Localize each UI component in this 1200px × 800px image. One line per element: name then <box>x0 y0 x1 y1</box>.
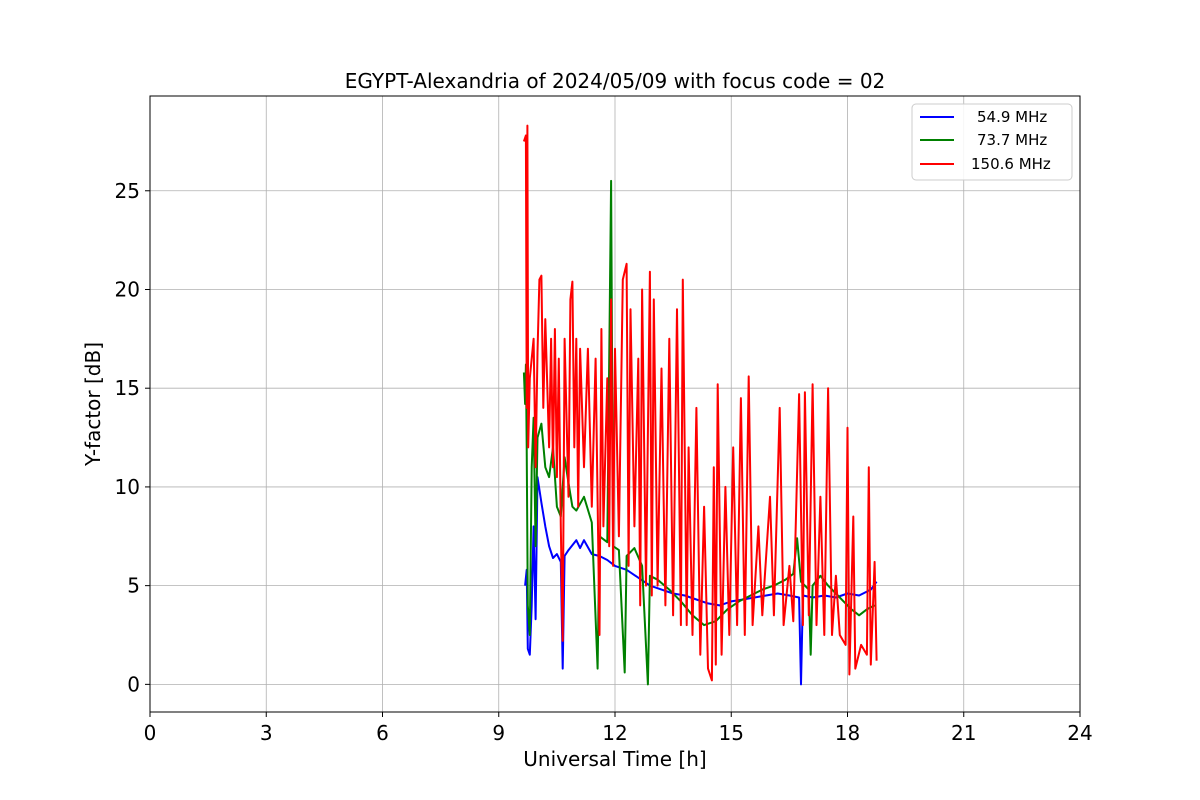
x-tick-label: 9 <box>492 721 505 745</box>
y-tick-label: 15 <box>115 376 140 400</box>
axis-ticks: 0 3 6 9 12 15 18 21 24 0 5 10 15 20 25 <box>115 179 1093 745</box>
legend-label-150-6: 150.6 MHz <box>971 155 1051 173</box>
x-tick-label: 15 <box>719 721 744 745</box>
y-tick-label: 20 <box>115 277 140 301</box>
x-tick-label: 18 <box>835 721 860 745</box>
x-tick-label: 24 <box>1067 721 1092 745</box>
series-line-2 <box>522 124 878 682</box>
y-tick-label: 10 <box>115 475 140 499</box>
y-tick-label: 5 <box>127 574 140 598</box>
legend-box <box>911 103 1073 181</box>
y-tick-label: 25 <box>115 179 140 203</box>
x-tick-label: 12 <box>602 721 627 745</box>
x-tick-label: 0 <box>144 721 157 745</box>
x-axis-label: Universal Time [h] <box>523 747 706 771</box>
legend-label-54-9: 54.9 MHz <box>977 108 1047 126</box>
y-axis-label: Y-factor [dB] <box>81 342 105 467</box>
legend-label-73-7: 73.7 MHz <box>977 131 1047 149</box>
data-series <box>522 124 878 686</box>
y-tick-label: 0 <box>127 672 140 696</box>
x-tick-label: 21 <box>951 721 976 745</box>
chart-title: EGYPT-Alexandria of 2024/05/09 with focu… <box>345 69 886 93</box>
x-tick-label: 6 <box>376 721 389 745</box>
legend: 54.9 MHz 73.7 MHz 150.6 MHz <box>911 103 1073 181</box>
x-tick-label: 3 <box>260 721 273 745</box>
